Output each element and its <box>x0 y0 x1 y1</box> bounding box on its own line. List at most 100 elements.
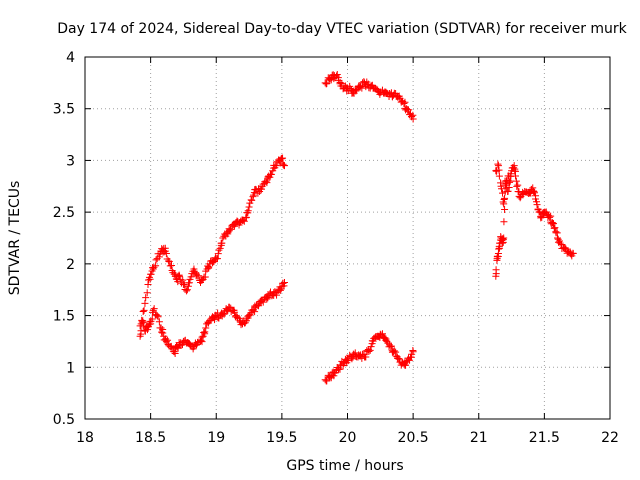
data-point-track-b <box>154 313 162 321</box>
data-point-track-a <box>254 189 262 197</box>
data-point-track-b <box>231 308 239 316</box>
data-point-track-b <box>280 282 288 290</box>
data-point-track-a <box>141 299 149 307</box>
x-axis-label: GPS time / hours <box>286 458 403 474</box>
data-point-track-b <box>138 318 146 326</box>
data-point-track-d <box>348 355 356 363</box>
data-point-track-d <box>402 361 410 369</box>
data-point-track-b <box>170 348 178 356</box>
data-point-track-c <box>401 98 409 106</box>
data-point-track-b <box>153 312 161 320</box>
data-point-track-e <box>531 189 539 197</box>
x-tick-label: 21.5 <box>529 430 560 446</box>
chart-title: Day 174 of 2024, Sidereal Day-to-day VTE… <box>57 21 627 37</box>
data-points <box>136 71 577 385</box>
data-point-track-e <box>501 205 509 213</box>
data-point-track-d <box>392 348 400 356</box>
x-tick-label: 18 <box>76 430 94 446</box>
data-point-track-c <box>356 83 364 91</box>
data-point-track-a <box>168 261 176 269</box>
data-point-track-b <box>201 328 209 336</box>
data-point-track-a <box>267 170 275 178</box>
x-tick-label: 20.5 <box>398 430 429 446</box>
data-point-track-b <box>203 320 211 328</box>
y-axis-label: SDTVAR / TECUs <box>7 181 23 296</box>
data-point-track-a <box>162 250 170 258</box>
data-point-track-a <box>143 289 151 297</box>
data-point-track-c <box>323 80 331 88</box>
data-point-track-d <box>366 346 374 354</box>
data-point-track-c <box>400 100 408 108</box>
data-point-track-f <box>494 162 502 170</box>
data-point-track-e <box>548 218 556 226</box>
data-point-track-a <box>279 160 287 168</box>
x-tick-label: 18.5 <box>135 430 166 446</box>
data-point-track-d <box>409 348 417 356</box>
data-point-track-c <box>333 71 341 79</box>
data-point-track-e <box>533 201 541 209</box>
y-tick-label: 2.5 <box>53 205 75 221</box>
data-point-track-b <box>174 344 182 352</box>
y-tick-label: 2 <box>66 257 75 273</box>
data-point-track-d <box>387 342 395 350</box>
data-point-track-e <box>550 224 558 232</box>
x-tick-label: 21 <box>470 430 488 446</box>
data-point-track-a <box>152 256 160 264</box>
data-point-track-d <box>362 353 370 361</box>
data-point-track-f <box>498 185 506 193</box>
data-point-track-d <box>344 357 352 365</box>
data-point-track-b <box>276 286 284 294</box>
x-tick-label: 19 <box>207 430 225 446</box>
data-point-track-e <box>500 234 508 242</box>
data-point-track-a <box>279 154 287 162</box>
data-point-track-e <box>492 266 500 274</box>
data-point-track-b <box>202 324 210 332</box>
data-point-track-b <box>171 349 179 357</box>
data-point-track-c <box>404 106 412 114</box>
data-point-track-a <box>165 258 173 265</box>
y-tick-label: 0.5 <box>53 412 75 428</box>
data-point-track-f <box>495 166 503 174</box>
data-point-track-d <box>321 376 329 384</box>
data-point-track-f <box>501 188 509 196</box>
data-point-track-d <box>395 355 403 363</box>
data-point-track-a <box>205 263 213 271</box>
data-point-track-b <box>150 305 158 313</box>
data-point-track-c <box>336 79 344 87</box>
data-point-track-b <box>143 326 151 334</box>
data-point-track-a <box>215 246 223 254</box>
data-point-track-a <box>225 227 233 235</box>
data-point-track-b <box>148 315 156 323</box>
data-point-track-a <box>244 207 252 215</box>
data-point-track-a <box>214 250 222 258</box>
y-tick-label: 1.5 <box>53 309 75 325</box>
data-point-track-a <box>248 196 256 204</box>
data-point-track-e <box>556 239 564 247</box>
data-point-track-a <box>216 244 224 252</box>
data-point-track-f <box>494 160 502 168</box>
data-point-track-c <box>321 79 329 87</box>
data-point-track-b <box>219 310 227 318</box>
data-point-track-e <box>538 213 546 221</box>
data-point-track-b <box>200 328 208 336</box>
data-point-track-e <box>547 212 555 220</box>
data-point-track-b <box>162 337 170 345</box>
data-point-track-a <box>142 294 150 302</box>
data-point-track-e <box>551 224 559 232</box>
data-point-track-e <box>533 198 540 206</box>
data-point-track-e <box>550 220 558 228</box>
data-point-track-b <box>259 298 267 306</box>
data-point-track-b <box>177 341 185 349</box>
data-point-track-a <box>146 275 154 283</box>
data-point-track-e <box>569 250 577 258</box>
data-point-track-b <box>164 336 172 344</box>
data-point-track-e <box>504 187 512 195</box>
data-point-track-a <box>245 203 253 211</box>
data-point-track-b <box>159 329 167 337</box>
data-point-track-a <box>195 272 203 280</box>
data-point-track-f <box>505 172 513 180</box>
grid <box>85 57 610 419</box>
axis-ticks: 18 18.5 19 19.5 20 20.5 21 21.5 22 0.5 1 1.5 2 2.5 3 3.… <box>53 50 619 446</box>
data-point-track-a <box>152 262 160 270</box>
x-tick-label: 19.5 <box>266 430 297 446</box>
